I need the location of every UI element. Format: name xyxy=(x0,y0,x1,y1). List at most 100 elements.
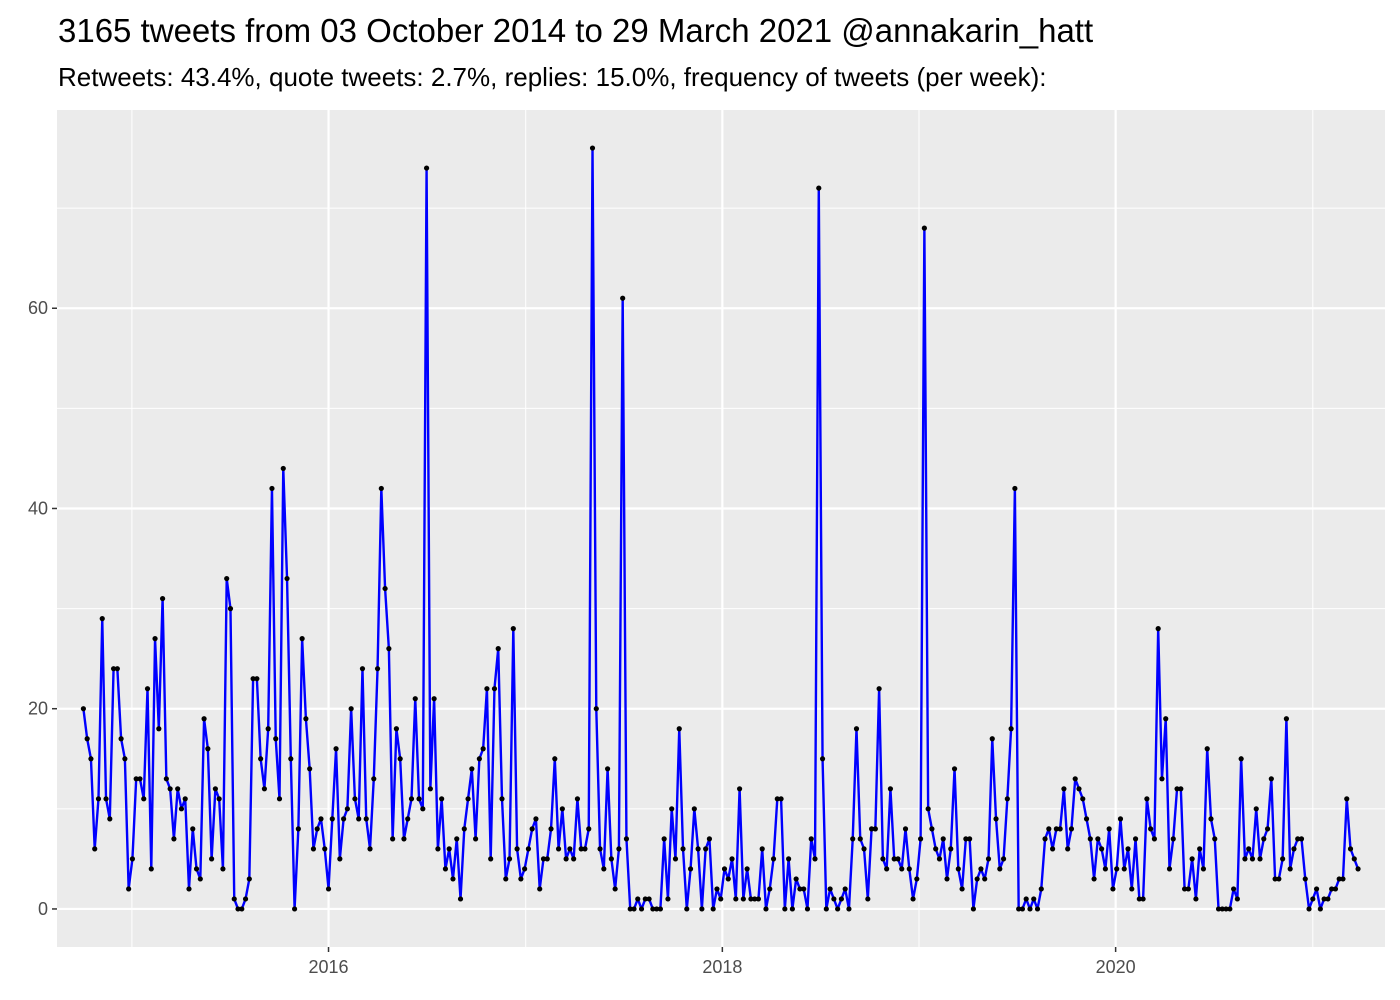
data-point xyxy=(1268,776,1274,782)
data-point xyxy=(209,856,215,862)
data-point xyxy=(1310,896,1316,902)
data-point xyxy=(918,836,924,842)
data-point xyxy=(646,896,652,902)
data-point xyxy=(665,896,671,902)
data-point xyxy=(393,726,400,732)
data-point xyxy=(612,886,618,892)
data-point xyxy=(578,846,584,852)
data-point xyxy=(480,746,486,752)
data-point xyxy=(1325,896,1331,902)
data-point xyxy=(1178,786,1184,792)
data-point xyxy=(141,796,147,802)
data-point xyxy=(506,856,513,862)
data-point xyxy=(623,836,630,842)
data-point xyxy=(1117,816,1124,822)
data-point xyxy=(1023,896,1029,902)
data-point xyxy=(876,686,882,692)
data-point xyxy=(1347,846,1354,852)
data-point xyxy=(1189,856,1195,862)
data-point xyxy=(1264,826,1271,832)
data-point xyxy=(280,465,286,472)
data-point xyxy=(1050,846,1056,852)
data-point xyxy=(1246,846,1252,852)
data-point xyxy=(284,575,290,582)
data-point xyxy=(703,846,709,852)
data-point xyxy=(567,846,573,852)
data-point xyxy=(367,846,373,852)
data-point xyxy=(921,225,927,231)
data-point xyxy=(495,646,501,652)
data-point xyxy=(1114,866,1120,872)
data-point xyxy=(544,856,550,862)
data-point xyxy=(1080,796,1086,802)
data-point xyxy=(1253,806,1259,812)
data-point xyxy=(804,906,811,912)
data-point xyxy=(522,866,528,872)
data-point xyxy=(997,866,1003,872)
data-point xyxy=(1193,896,1199,902)
data-point xyxy=(408,796,415,802)
data-point xyxy=(99,616,105,622)
data-point xyxy=(725,876,731,882)
data-point xyxy=(872,826,878,832)
x-tick-label: 2020 xyxy=(1096,957,1136,977)
data-point xyxy=(733,896,739,902)
data-point xyxy=(107,816,113,822)
data-point xyxy=(887,786,894,792)
data-point xyxy=(212,786,218,792)
data-point xyxy=(1302,876,1308,882)
data-point xyxy=(1295,836,1301,842)
data-point xyxy=(1057,826,1063,832)
y-tick-label: 40 xyxy=(28,498,48,518)
data-point xyxy=(488,856,494,862)
data-point xyxy=(801,886,807,892)
data-point xyxy=(397,756,403,762)
data-point xyxy=(446,846,452,852)
data-point xyxy=(1136,896,1142,902)
data-point xyxy=(307,766,313,772)
data-point xyxy=(80,706,86,712)
data-point xyxy=(103,796,109,802)
data-point xyxy=(469,766,475,772)
data-point xyxy=(1083,816,1090,822)
data-point xyxy=(197,876,203,882)
data-point xyxy=(114,666,120,672)
data-point xyxy=(680,846,686,852)
data-point xyxy=(767,886,773,892)
data-point xyxy=(906,866,912,872)
data-point xyxy=(789,906,795,912)
data-point xyxy=(884,866,890,872)
data-point xyxy=(657,906,663,912)
data-point xyxy=(1200,866,1207,872)
data-point xyxy=(276,796,283,802)
data-point xyxy=(929,826,935,832)
data-point xyxy=(967,836,973,842)
data-point xyxy=(974,876,980,882)
data-point xyxy=(1249,856,1256,862)
data-point xyxy=(944,876,950,882)
data-point xyxy=(672,856,679,862)
data-point xyxy=(989,736,995,742)
data-point xyxy=(661,836,667,842)
data-point xyxy=(563,856,569,862)
data-point xyxy=(902,826,909,832)
data-point xyxy=(982,876,988,882)
data-point xyxy=(1298,836,1305,842)
data-point xyxy=(412,696,418,702)
data-point xyxy=(148,866,154,872)
data-point xyxy=(699,906,705,912)
data-point xyxy=(1272,876,1278,882)
data-point xyxy=(242,896,249,902)
data-point xyxy=(552,756,558,762)
data-point xyxy=(1197,846,1203,852)
y-tick-label: 20 xyxy=(28,699,48,719)
data-point xyxy=(510,626,516,632)
data-point xyxy=(823,906,829,912)
data-point xyxy=(1012,485,1018,492)
data-point xyxy=(423,165,430,171)
data-point xyxy=(356,816,362,822)
data-point xyxy=(910,896,916,902)
data-point xyxy=(774,796,780,802)
data-point xyxy=(857,836,863,842)
